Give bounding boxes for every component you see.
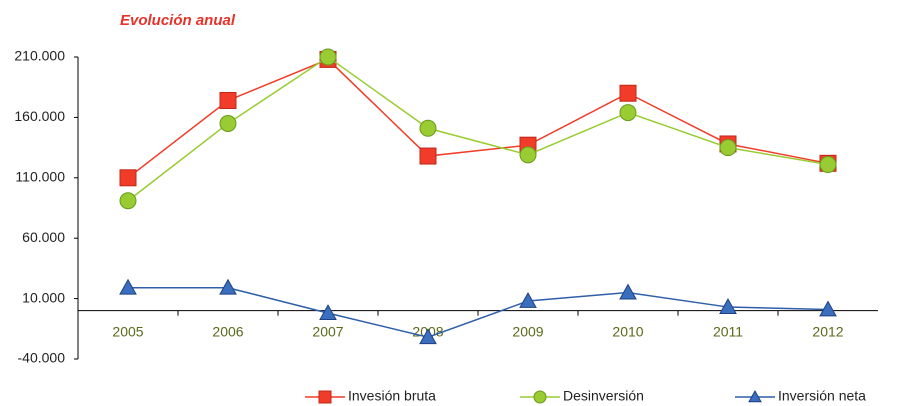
marker: [619, 104, 637, 122]
marker: [533, 390, 547, 404]
y-tick-label: 10.000: [22, 289, 65, 305]
y-tick-label: 60.000: [22, 229, 65, 245]
marker: [619, 84, 637, 102]
legend-label: Invesión bruta: [348, 388, 436, 404]
marker: [219, 91, 237, 109]
marker: [419, 119, 437, 137]
marker: [219, 114, 237, 132]
x-tick-label: 2011: [713, 323, 743, 339]
y-tick-label: 210.000: [14, 48, 65, 64]
marker: [119, 192, 137, 210]
marker: [519, 291, 537, 308]
x-tick-label: 2012: [812, 323, 843, 339]
marker: [719, 139, 737, 157]
marker: [619, 283, 637, 300]
marker: [119, 278, 137, 295]
legend-label: Inversión neta: [778, 388, 866, 404]
marker: [119, 169, 137, 187]
x-tick-label: 2005: [112, 323, 143, 339]
marker: [719, 298, 737, 314]
marker: [519, 146, 537, 164]
series-line: [128, 286, 829, 339]
marker: [748, 389, 762, 403]
marker: [819, 156, 837, 174]
marker: [319, 304, 337, 320]
marker: [219, 278, 237, 295]
marker: [819, 300, 837, 317]
y-tick-label: -40.000: [18, 350, 66, 366]
series-line: [127, 58, 829, 179]
marker: [319, 48, 337, 66]
marker: [318, 390, 332, 404]
x-tick-label: 2007: [312, 323, 343, 339]
series-line: [127, 56, 829, 202]
chart-title: Evolución anual: [120, 12, 236, 29]
x-tick-label: 2006: [212, 323, 243, 339]
x-tick-label: 2009: [512, 323, 543, 339]
marker: [419, 328, 437, 345]
legend-label: Desinversión: [563, 388, 644, 404]
y-tick-label: 160.000: [14, 108, 65, 124]
y-tick-label: 110.000: [15, 169, 65, 185]
x-tick-label: 2010: [612, 323, 643, 339]
marker: [419, 147, 437, 165]
